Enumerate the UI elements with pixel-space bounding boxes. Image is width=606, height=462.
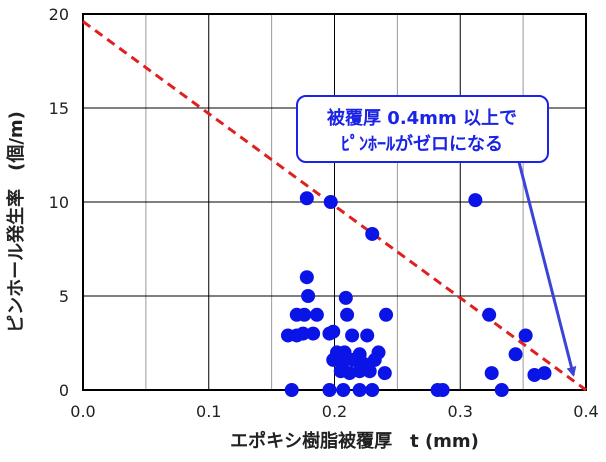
data-point	[309, 307, 324, 322]
data-point	[322, 383, 337, 397]
data-point	[299, 191, 314, 206]
data-point	[352, 364, 367, 379]
data-point	[494, 383, 509, 397]
annotation-arrow	[517, 161, 577, 377]
data-point	[379, 307, 394, 322]
data-point	[365, 226, 380, 241]
data-point	[367, 352, 382, 367]
data-point	[345, 328, 360, 343]
x-tick-label: 0.2	[322, 402, 347, 421]
y-tick-label: 0	[59, 381, 69, 400]
data-point	[284, 383, 299, 397]
data-point	[340, 307, 355, 322]
x-tick-label: 0.0	[70, 402, 95, 421]
annotation-text: ﾋﾟﾝﾎｰﾙがゼロになる	[341, 133, 503, 155]
data-point	[306, 326, 321, 341]
x-tick-label: 0.4	[573, 402, 598, 421]
data-point	[377, 366, 392, 381]
annotation-layer: 被覆厚 0.4mm 以上で ﾋﾟﾝﾎｰﾙがゼロになる	[296, 95, 577, 377]
data-point	[365, 383, 380, 397]
data-points	[280, 191, 552, 397]
data-point	[508, 347, 523, 362]
y-tick-label: 5	[59, 287, 69, 306]
x-tick-label: 0.1	[196, 402, 221, 421]
data-point	[362, 364, 377, 379]
x-tick-label: 0.3	[448, 402, 473, 421]
data-point	[518, 328, 533, 343]
y-tick-label: 15	[49, 99, 69, 118]
data-point	[297, 307, 312, 322]
data-point	[484, 366, 499, 381]
data-point	[323, 195, 338, 209]
tick-labels: 0.0 0.1 0.2 0.3 0.4 0 5 10 15 20	[49, 5, 599, 421]
x-axis-title: エポキシ樹脂被覆厚 t (mm)	[230, 430, 479, 452]
data-point	[435, 383, 450, 397]
annotation-text: 被覆厚 0.4mm 以上で	[327, 107, 517, 129]
data-point	[352, 383, 367, 397]
data-point	[326, 324, 341, 339]
data-point	[360, 328, 375, 343]
y-tick-label: 20	[49, 5, 69, 24]
data-point	[537, 366, 552, 381]
data-point	[482, 307, 497, 322]
data-point	[468, 193, 483, 208]
data-point	[299, 270, 314, 285]
y-axis-title: ピンホール発生率 (個/m)	[5, 111, 27, 333]
data-point	[336, 383, 351, 397]
data-point	[301, 289, 316, 303]
data-point	[289, 328, 304, 343]
annotation-box	[296, 95, 549, 163]
data-point	[338, 290, 353, 305]
y-tick-label: 10	[49, 193, 69, 212]
